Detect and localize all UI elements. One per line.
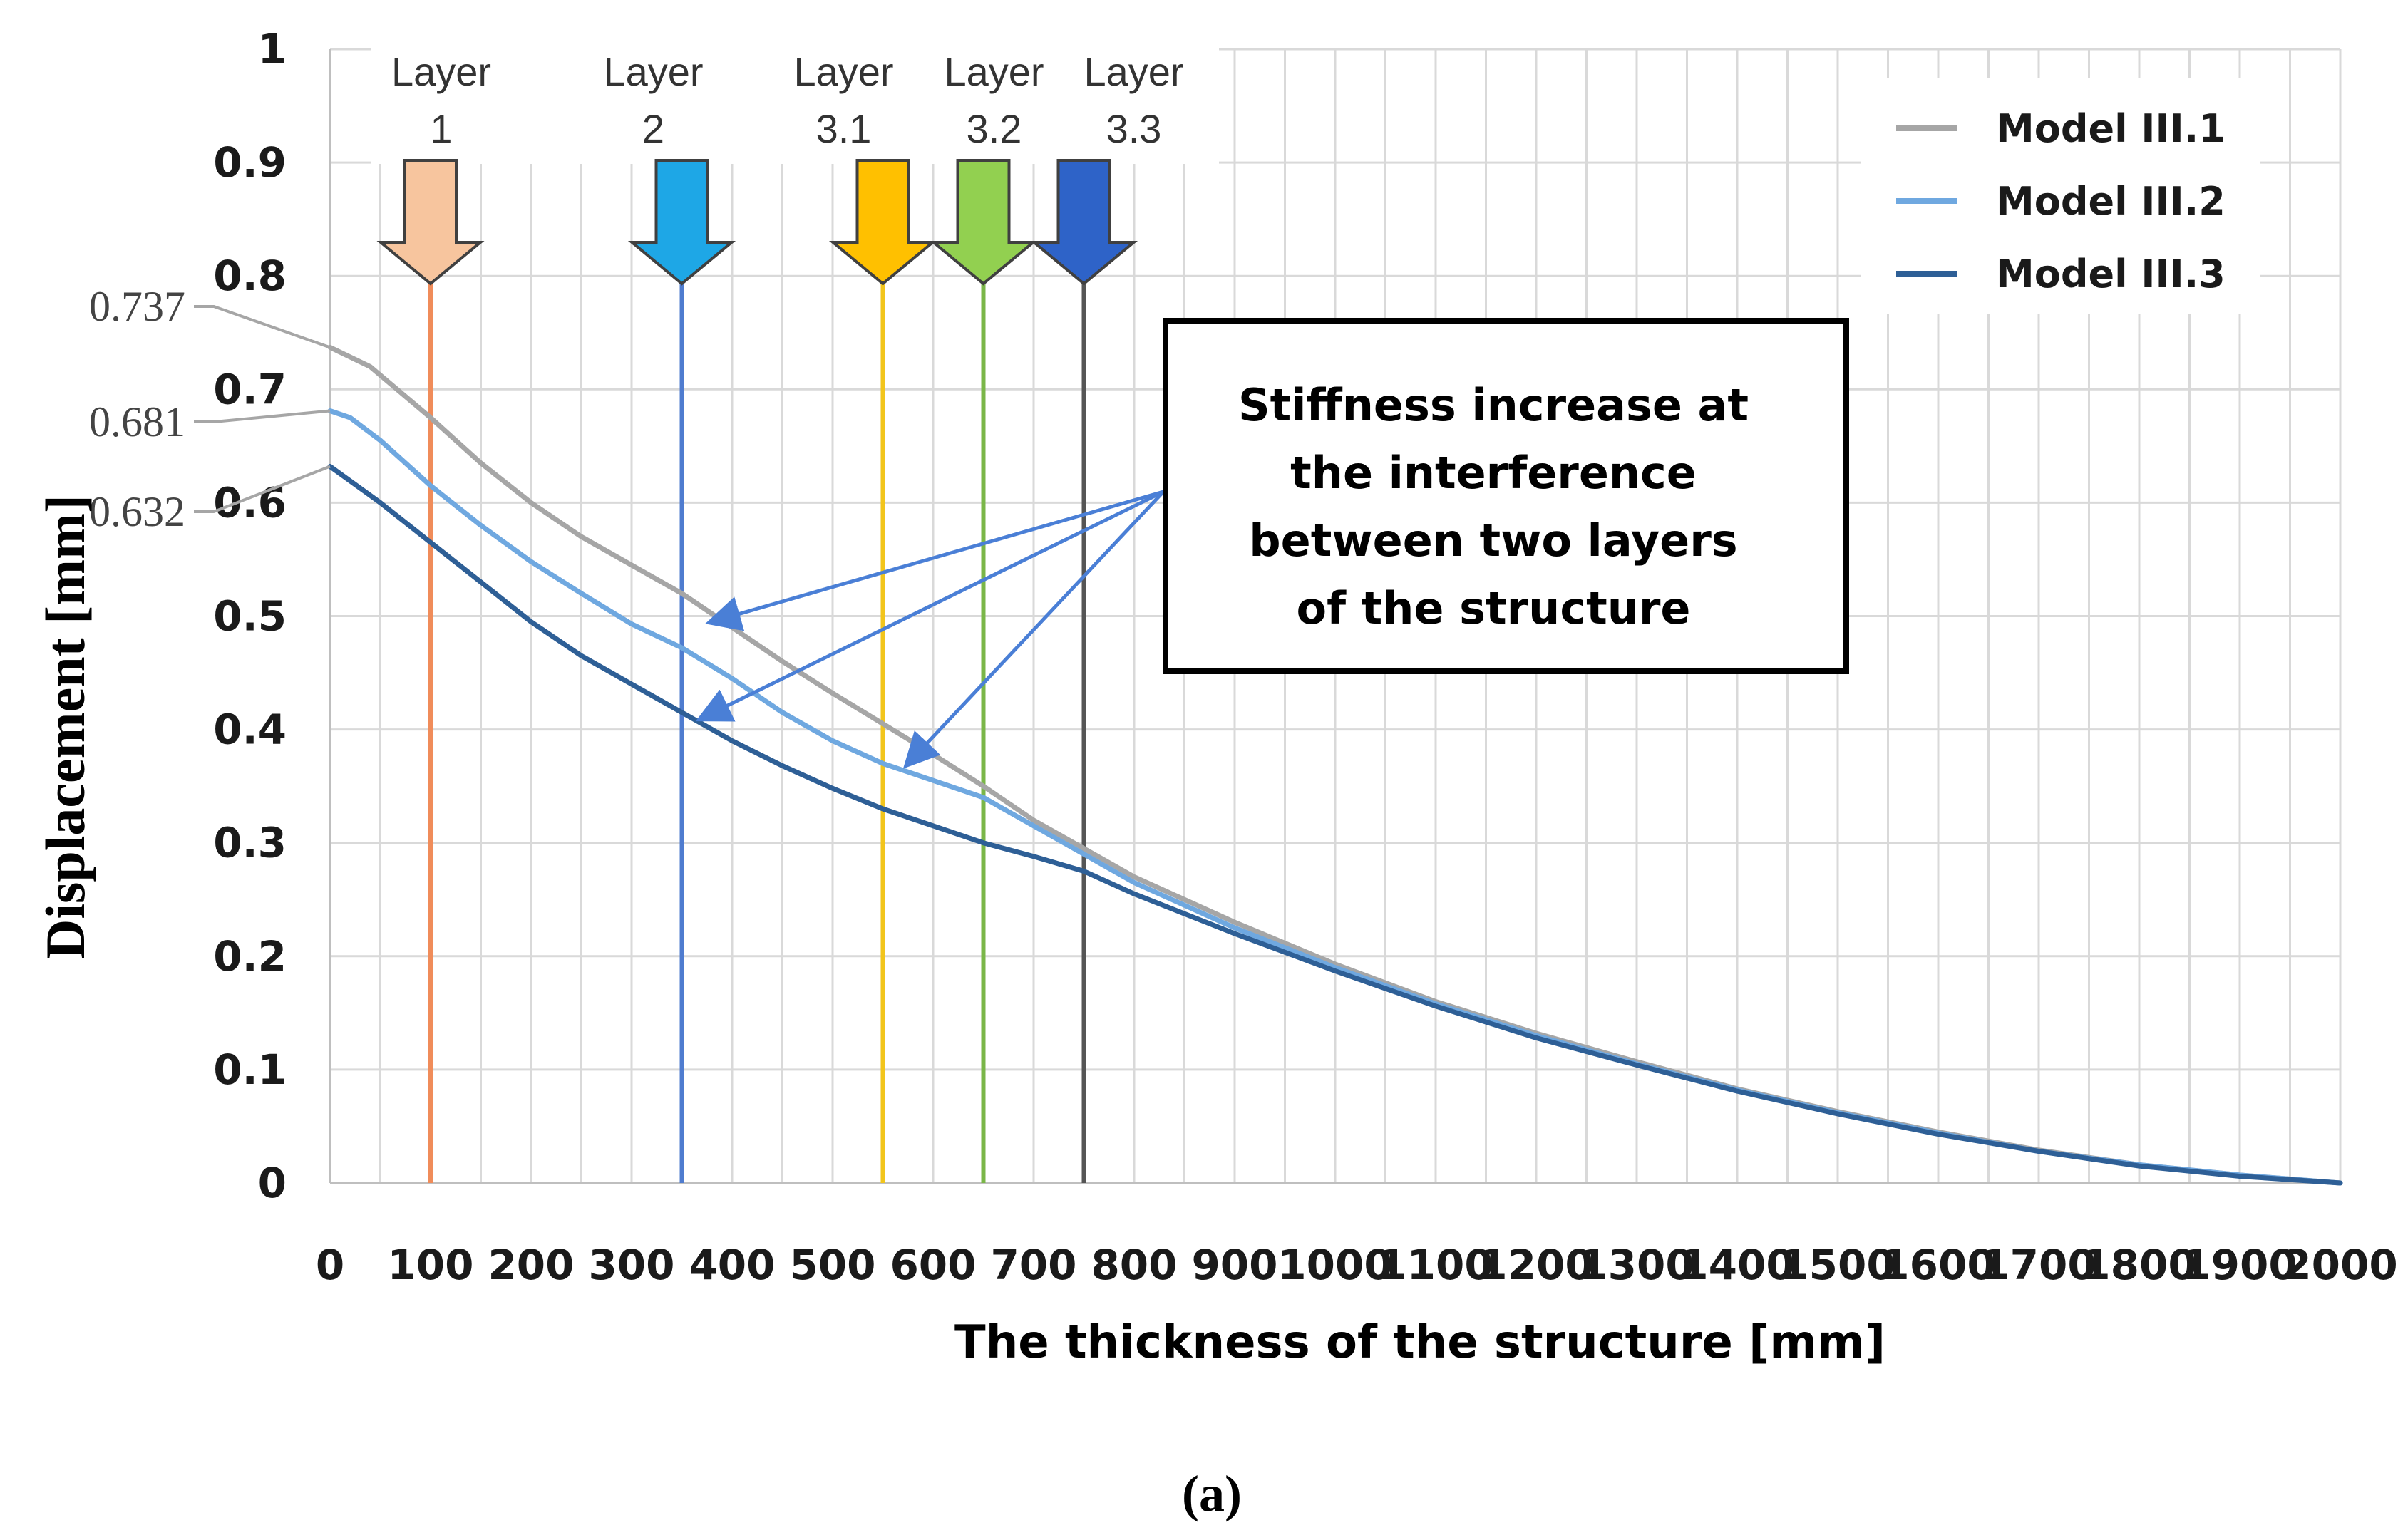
y-tick-label: 0.8 [213, 252, 287, 300]
x-tick-label: 2000 [2283, 1241, 2397, 1289]
y-tick-label: 0.4 [213, 706, 287, 754]
series-lines [327, 344, 2343, 1186]
layer-label: Layer [1084, 49, 1183, 94]
start-value-label: 0.632 [89, 488, 185, 535]
figure-caption: (a) [1182, 1465, 1242, 1522]
x-tick-label: 1500 [1780, 1241, 1895, 1289]
x-tick-label: 900 [1191, 1241, 1277, 1289]
y-axis-label: Displacement [mm] [34, 495, 96, 959]
legend: Model III.1 Model III.2 Model III.3 [1861, 78, 2260, 314]
x-tick-label: 1400 [1679, 1241, 1794, 1289]
layer-label-backdrop [371, 43, 1219, 164]
start-value-labels: 0.737 0.681 0.632 [89, 283, 331, 535]
annotation: Stiffness increase at the interference bet… [695, 318, 1849, 769]
annotation-text: Stiffness increase at [1238, 379, 1749, 431]
y-tick-label: 0.6 [213, 478, 287, 527]
annotation-text: of the structure [1297, 582, 1691, 634]
annotation-box [1163, 318, 1849, 674]
y-tick-label: 0 [258, 1159, 287, 1207]
legend-label: Model III.3 [1996, 252, 2226, 296]
y-tick-label: 0.7 [213, 365, 287, 413]
down-arrow-icon [627, 159, 736, 286]
layer-number: 3.3 [1106, 106, 1162, 151]
x-tick-label: 700 [990, 1241, 1076, 1289]
series-line-3 [327, 464, 2343, 1186]
annotation-arrow-2 [695, 490, 1165, 722]
leader-line [194, 465, 331, 513]
x-tick-label: 1800 [2082, 1241, 2196, 1289]
y-tick-label: 1 [258, 25, 287, 73]
x-axis-label: The thickness of the structure [mm] [954, 1316, 1885, 1369]
x-tick-label: 1300 [1579, 1241, 1694, 1289]
down-arrow-icon [376, 159, 485, 286]
start-value-label: 0.737 [89, 283, 185, 330]
legend-label: Model III.2 [1996, 179, 2226, 224]
y-tick-label: 0.9 [213, 138, 287, 187]
layer-label: Layer [603, 49, 703, 94]
legend-label: Model III.1 [1996, 106, 2226, 151]
x-tick-label: 100 [387, 1241, 473, 1289]
x-axis-ticks: 0 100 200 300 400 500 600 700 800 900 100011001200… [316, 1241, 2398, 1289]
layer-number: 2 [642, 106, 664, 151]
annotation-text: between two layers [1249, 515, 1737, 567]
layer-label: Layer [391, 49, 491, 94]
y-tick-label: 0.1 [213, 1045, 287, 1094]
x-tick-label: 1700 [1981, 1241, 2096, 1289]
down-arrow-icon [1029, 159, 1138, 286]
x-tick-label: 1900 [2182, 1241, 2297, 1289]
x-tick-label: 0 [316, 1241, 344, 1289]
leader-line [194, 409, 331, 423]
y-tick-label: 0.3 [213, 819, 287, 867]
down-arrow-icon [929, 159, 1038, 286]
x-tick-label: 1000 [1277, 1241, 1392, 1289]
y-axis-ticks: 0 0.1 0.2 0.3 0.4 0.5 0.6 0.7 0.8 0.9 1 [213, 25, 287, 1207]
annotation-text: the interference [1290, 447, 1697, 499]
annotation-arrow-1 [705, 490, 1164, 631]
x-tick-label: 600 [890, 1241, 976, 1289]
layer-number: 3.2 [967, 106, 1022, 151]
x-tick-label: 200 [488, 1241, 574, 1289]
start-value-label: 0.681 [89, 398, 185, 445]
x-tick-label: 1600 [1880, 1241, 1995, 1289]
x-tick-label: 400 [689, 1241, 775, 1289]
annotation-arrow-3 [902, 490, 1165, 769]
x-tick-label: 1200 [1478, 1241, 1593, 1289]
layer-number: 3.1 [816, 106, 872, 151]
layer-number: 1 [430, 106, 452, 151]
layer-label: Layer [793, 49, 893, 94]
layer-lines [428, 281, 1086, 1183]
x-tick-label: 300 [588, 1241, 674, 1289]
layer-label: Layer [944, 49, 1044, 94]
down-arrow-icon [828, 159, 937, 286]
layer-markers: Layer 1 Layer 2 Layer 3.1 Layer 3.2 Layer 3.3 [376, 49, 1184, 286]
leader-line [194, 305, 331, 349]
x-tick-label: 800 [1091, 1241, 1177, 1289]
x-tick-label: 500 [789, 1241, 875, 1289]
x-tick-label: 1100 [1378, 1241, 1493, 1289]
y-tick-label: 0.2 [213, 932, 287, 981]
y-tick-label: 0.5 [213, 592, 287, 641]
